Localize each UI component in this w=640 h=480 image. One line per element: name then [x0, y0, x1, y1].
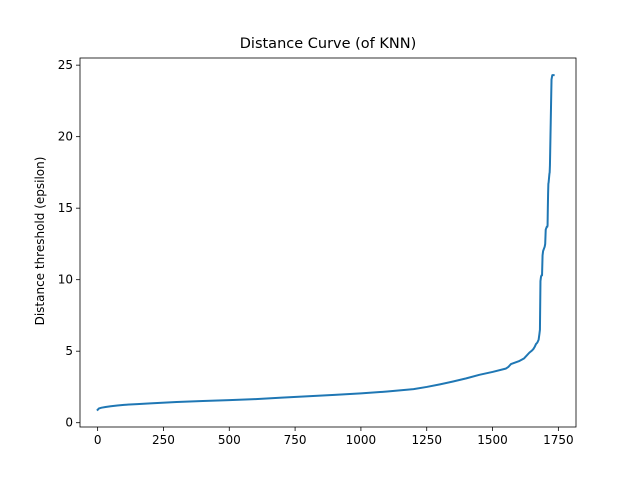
series-line-0: [96, 74, 555, 412]
y-tick-label: 10: [58, 273, 73, 287]
x-tick-label: 0: [94, 433, 102, 447]
x-tick-label: 500: [218, 433, 241, 447]
plot-area: 0 250 500 750 1000 1250 1500 1750 0 5 10 15 20 25: [58, 57, 577, 447]
chart-title: Distance Curve (of KNN): [240, 36, 417, 52]
x-tick-label: 250: [152, 433, 175, 447]
x-tick-label: 1500: [477, 433, 508, 447]
y-tick-label: 5: [65, 344, 73, 358]
y-axis-label: Distance threshold (epsilon): [33, 157, 47, 326]
y-tick-label: 25: [58, 58, 73, 72]
x-tick-label: 1750: [543, 433, 574, 447]
y-tick-label: 15: [58, 201, 73, 215]
plot-frame: [79, 57, 577, 428]
x-tick-label: 1000: [346, 433, 377, 447]
y-tick-label: 0: [65, 416, 73, 430]
x-tick-label: 750: [284, 433, 307, 447]
x-tick-label: 1250: [411, 433, 442, 447]
y-tick-label: 20: [58, 130, 73, 144]
